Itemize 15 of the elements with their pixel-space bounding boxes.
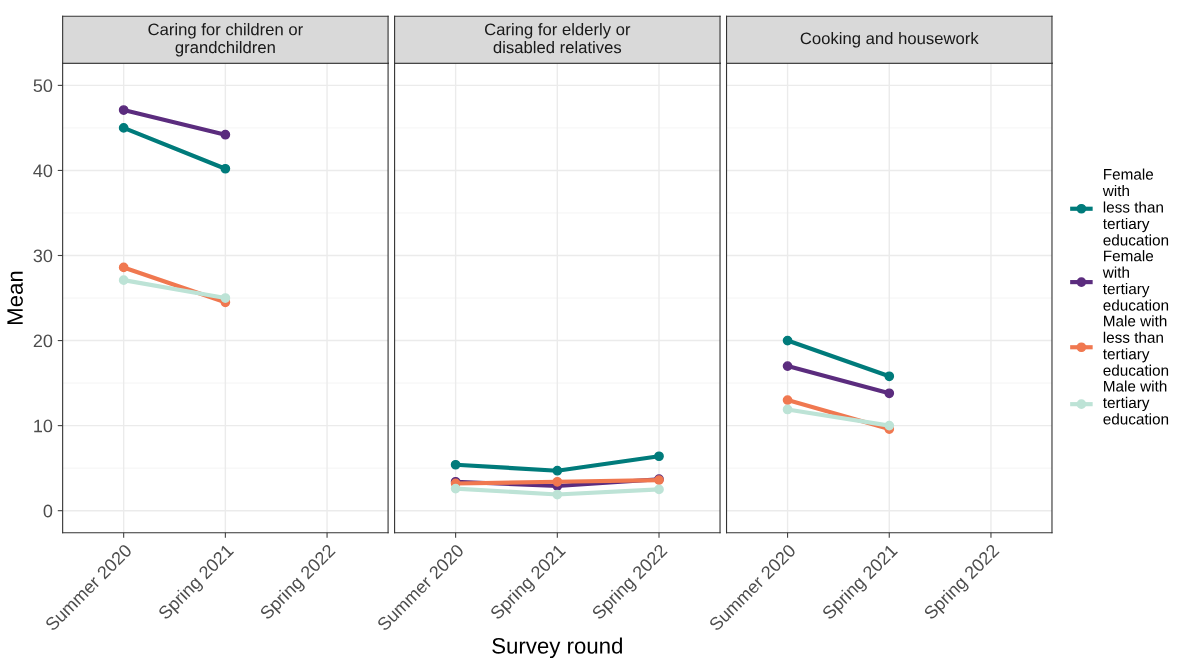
y-tick-label: 30 <box>33 249 53 263</box>
chart-title: Caring for elderly or disabled relatives <box>484 23 631 54</box>
x-axis-title: Survey round <box>492 637 622 659</box>
legend-label: Male with less than tertiary education <box>1103 315 1169 376</box>
y-tick-label: 40 <box>33 164 53 178</box>
y-tick-label: 20 <box>33 334 53 348</box>
chart-title: Caring for children or grandchildren <box>148 23 303 57</box>
y-tick-label: 0 <box>43 504 53 518</box>
y-tick-label: 50 <box>33 79 53 93</box>
legend-label: Male with tertiary education <box>1103 380 1169 425</box>
legend-label: Female with tertiary education <box>1102 250 1169 311</box>
chart-title: Cooking and housework <box>800 32 979 48</box>
y-axis-title: Mean <box>7 271 23 324</box>
y-tick-label: 10 <box>34 419 53 433</box>
legend-label: Female with less than tertiary education <box>1102 168 1169 246</box>
